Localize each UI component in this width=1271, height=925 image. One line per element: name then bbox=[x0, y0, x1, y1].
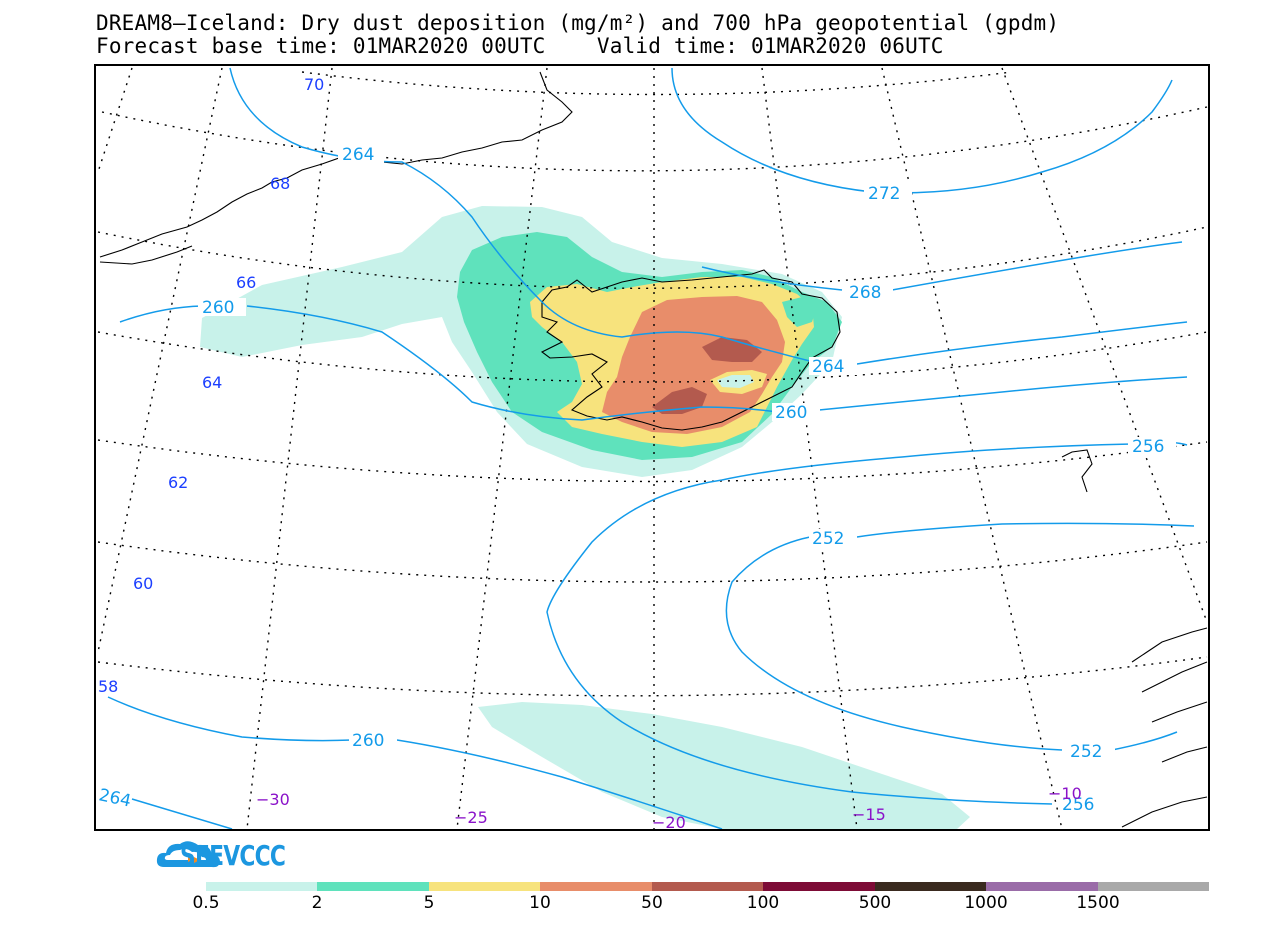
contour-label-268: 268 bbox=[849, 283, 881, 303]
seevccc-logo-text: SEEVCCC bbox=[180, 839, 286, 872]
lon-label-minus25: −25 bbox=[454, 808, 488, 827]
seevccc-cloud-logo bbox=[156, 841, 220, 868]
parallel-60 bbox=[97, 541, 1208, 583]
colorbar-label: 1500 bbox=[1076, 893, 1120, 913]
norway-coast bbox=[1061, 449, 1093, 493]
colorbar-label: 2 bbox=[311, 893, 323, 913]
lat-label-58: 58 bbox=[98, 677, 118, 696]
contour-label-272: 272 bbox=[868, 184, 900, 204]
contour-264-north bbox=[229, 67, 823, 365]
lat-label-70: 70 bbox=[304, 75, 324, 94]
colorbar-label: 5 bbox=[423, 893, 435, 913]
scandinavia-coast bbox=[1121, 627, 1208, 828]
contour-260-south bbox=[107, 696, 723, 829]
colorbar-label: 100 bbox=[746, 893, 780, 913]
contour-252-east bbox=[1111, 731, 1178, 751]
contour-256 bbox=[546, 441, 1188, 805]
contour-label-260-south: 260 bbox=[352, 731, 384, 751]
colorbar-label: 1000 bbox=[964, 893, 1008, 913]
meridian-5 bbox=[1001, 67, 1208, 623]
map-panel: 264 272 268 260 264 260 256 252 260 252 … bbox=[94, 64, 1210, 831]
parallel-58 bbox=[97, 656, 1208, 697]
colorbar-swatch-10 bbox=[540, 882, 652, 891]
map-title: DREAM8—Iceland: Dry dust deposition (mg/… bbox=[96, 11, 1060, 35]
dust-area-2-nw bbox=[782, 297, 817, 327]
graticule bbox=[97, 67, 1208, 829]
lon-label-minus30: −30 bbox=[256, 790, 290, 809]
colorbar-label: 500 bbox=[858, 893, 892, 913]
colorbar-label: 0.5 bbox=[192, 893, 220, 913]
contour-label-264-sw: 264 bbox=[97, 785, 133, 811]
lon-label-minus15: −15 bbox=[852, 805, 886, 824]
contour-label-252-south: 252 bbox=[1070, 742, 1102, 762]
contour-268 bbox=[701, 241, 1183, 291]
contour-272 bbox=[671, 67, 1173, 194]
contour-260-west bbox=[119, 305, 778, 421]
lat-label-66: 66 bbox=[236, 273, 256, 292]
lat-label-62: 62 bbox=[168, 473, 188, 492]
colorbar-swatch-0.5 bbox=[206, 882, 318, 891]
colorbar-swatch-1500 bbox=[1097, 882, 1209, 891]
lat-label-68: 68 bbox=[270, 174, 290, 193]
lon-label-minus20: −20 bbox=[652, 813, 686, 829]
colorbar-legend bbox=[206, 882, 1209, 891]
contour-label-256-east: 256 bbox=[1132, 437, 1164, 457]
contour-label-264-north: 264 bbox=[342, 145, 374, 165]
geopotential-contours bbox=[107, 67, 1195, 829]
contour-label-260-west: 260 bbox=[202, 298, 234, 318]
contour-264-sw bbox=[131, 798, 233, 829]
lat-label-64: 64 bbox=[202, 373, 222, 392]
lat-label-60: 60 bbox=[133, 574, 153, 593]
meridian-15 bbox=[761, 67, 858, 829]
map-subtitle-times: Forecast base time: 01MAR2020 00UTC Vali… bbox=[96, 34, 944, 58]
meridian-10 bbox=[881, 67, 1063, 829]
lon-label-minus10: −10 bbox=[1048, 784, 1082, 803]
colorbar-swatch-500 bbox=[874, 882, 987, 891]
contour-260-east bbox=[818, 376, 1188, 411]
colorbar-swatch-1000 bbox=[986, 882, 1098, 891]
colorbar-swatch-50 bbox=[651, 882, 764, 891]
contour-264-east bbox=[856, 321, 1188, 365]
colorbar-label: 50 bbox=[641, 893, 663, 913]
dust-deposition-map: 264 272 268 260 264 260 256 252 260 252 … bbox=[97, 67, 1208, 829]
contour-label-264-east: 264 bbox=[812, 357, 844, 377]
colorbar-swatch-5 bbox=[428, 882, 541, 891]
colorbar-label: 10 bbox=[529, 893, 551, 913]
dust-area-50-a bbox=[702, 337, 762, 362]
iceland-coastline bbox=[540, 269, 841, 431]
contour-label-256-south: 256 bbox=[1062, 795, 1094, 815]
meridian-40 bbox=[97, 67, 133, 173]
contour-252 bbox=[725, 522, 1195, 751]
meridian-35 bbox=[97, 67, 223, 653]
contour-label-252: 252 bbox=[812, 529, 844, 549]
colorbar-swatch-2 bbox=[317, 882, 429, 891]
colorbar-swatch-100 bbox=[763, 882, 875, 891]
contour-label-260-east: 260 bbox=[775, 403, 807, 423]
parallel-70 bbox=[301, 71, 1013, 96]
dust-area-10 bbox=[602, 296, 785, 434]
